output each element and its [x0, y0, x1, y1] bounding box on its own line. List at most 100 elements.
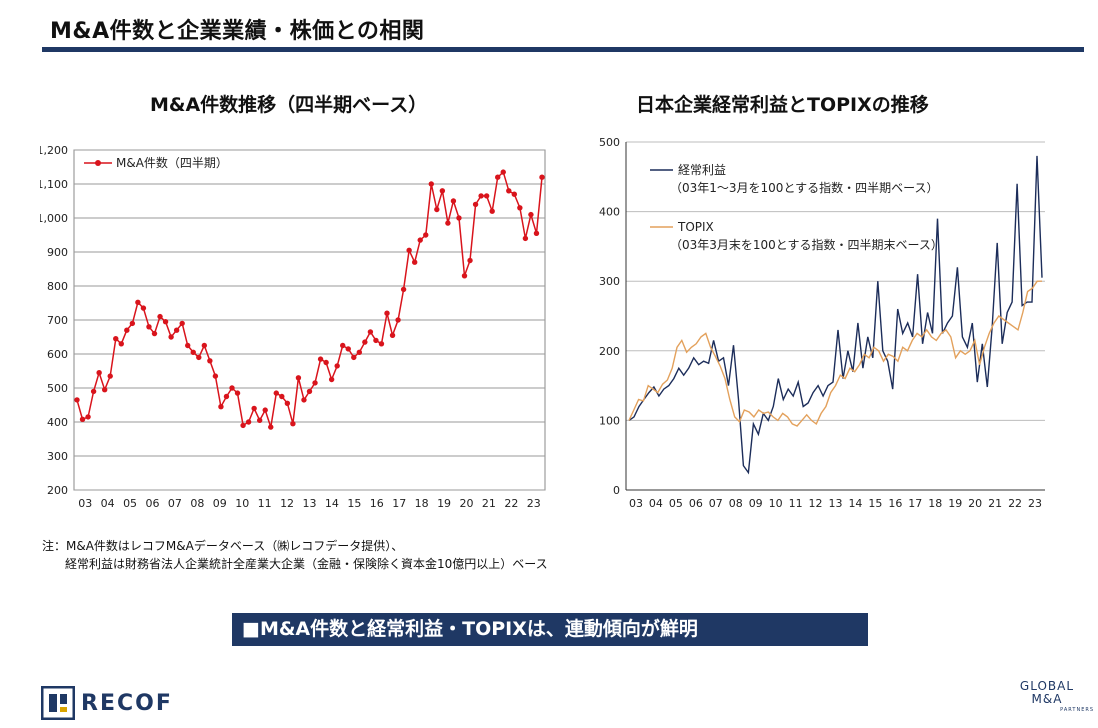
y-tick-label: 800 — [47, 280, 68, 293]
x-tick-label: 10 — [769, 497, 783, 510]
y-tick-label: 1,200 — [40, 144, 68, 157]
data-point — [301, 397, 307, 403]
data-point — [201, 342, 208, 349]
data-point — [406, 247, 412, 253]
data-point — [373, 337, 379, 344]
data-point — [135, 299, 141, 306]
y-tick-label: 500 — [47, 382, 68, 395]
data-point — [483, 193, 490, 199]
data-point — [218, 404, 224, 410]
data-point — [234, 390, 241, 396]
data-point — [268, 424, 274, 430]
data-point — [434, 206, 440, 213]
data-point — [511, 191, 518, 197]
series-line-1 — [628, 280, 1042, 427]
data-point — [240, 422, 246, 429]
footnote-line-2: 経常利益は財務省法人企業統計全産業大企業（金融・保険除く資本金10億円以上）ベー… — [65, 557, 548, 571]
y-tick-label: 500 — [599, 136, 620, 149]
data-point — [168, 334, 174, 340]
data-point — [417, 237, 423, 243]
x-tick-label: 22 — [1008, 497, 1022, 510]
data-point — [290, 421, 296, 427]
x-tick-label: 12 — [280, 497, 294, 510]
x-tick-label: 06 — [146, 497, 160, 510]
data-point — [229, 385, 235, 391]
data-point — [157, 313, 163, 320]
data-point — [207, 358, 213, 364]
x-tick-label: 08 — [190, 497, 204, 510]
data-point — [378, 341, 385, 347]
x-tick-label: 10 — [235, 497, 249, 510]
data-point — [223, 393, 230, 400]
left-chart-title: M&A件数推移（四半期ベース） — [150, 94, 428, 116]
x-tick-label: 23 — [1028, 497, 1042, 510]
data-point — [85, 414, 91, 420]
x-tick-label: 11 — [789, 497, 803, 510]
y-tick-label: 0 — [613, 484, 620, 497]
data-point — [517, 205, 523, 211]
data-point — [445, 220, 451, 226]
y-tick-label: 300 — [599, 275, 620, 288]
data-point — [456, 215, 462, 221]
data-point — [251, 405, 257, 412]
data-point — [113, 336, 119, 342]
y-tick-label: 1,000 — [40, 212, 68, 225]
title-divider — [42, 47, 1084, 52]
data-point — [345, 346, 351, 352]
data-point — [384, 310, 390, 316]
legend-label: M&A件数（四半期） — [116, 155, 228, 170]
data-point — [279, 393, 285, 400]
x-tick-label: 12 — [809, 497, 823, 510]
x-tick-label: 05 — [669, 497, 683, 510]
ma-count-chart: 200 300 400 500 600 700 800 900 1,000 1,100 1,200 0… — [40, 144, 546, 510]
legend-label-1: TOPIX — [677, 220, 714, 234]
data-point — [262, 407, 268, 413]
data-point — [411, 259, 418, 265]
x-tick-label: 19 — [948, 497, 962, 510]
data-point — [334, 363, 340, 369]
recof-logo: RECOF — [41, 686, 173, 720]
data-point — [306, 388, 313, 395]
data-point — [212, 373, 219, 379]
y-tick-label: 200 — [599, 345, 620, 358]
data-point — [90, 388, 97, 395]
data-point — [328, 376, 335, 383]
x-tick-label: 08 — [729, 497, 743, 510]
data-point — [74, 397, 80, 403]
data-point — [500, 169, 506, 175]
data-point — [190, 349, 196, 355]
data-point — [312, 380, 318, 386]
x-tick-label: 20 — [460, 497, 474, 510]
global-logo-text: GLOBAL M&A — [1000, 680, 1094, 706]
data-point — [107, 373, 113, 379]
data-point — [428, 181, 434, 187]
y-tick-label: 600 — [47, 348, 68, 361]
legend-label-0: 経常利益 — [678, 163, 726, 177]
x-tick-label: 14 — [325, 497, 339, 510]
data-point — [140, 305, 147, 311]
legend-marker — [95, 160, 101, 166]
data-point — [356, 349, 363, 355]
data-point — [295, 375, 302, 381]
right-chart-title: 日本企業経常利益とTOPIXの推移 — [636, 94, 929, 116]
global-logo-line1: GLOBAL — [1019, 679, 1075, 693]
data-point — [245, 419, 252, 425]
recof-logo-icon — [41, 686, 75, 720]
data-point — [472, 201, 479, 208]
data-point — [461, 273, 468, 279]
data-point — [256, 417, 263, 423]
data-point — [439, 188, 446, 194]
data-point — [450, 198, 457, 204]
y-tick-label: 900 — [47, 246, 68, 259]
data-point — [395, 317, 401, 323]
data-point — [179, 320, 185, 327]
data-point — [506, 188, 512, 194]
x-tick-label: 07 — [709, 497, 723, 510]
x-tick-label: 06 — [689, 497, 703, 510]
data-point — [317, 356, 324, 362]
x-tick-label: 20 — [968, 497, 982, 510]
data-point — [101, 387, 108, 393]
data-point — [196, 354, 202, 361]
x-tick-label: 16 — [888, 497, 902, 510]
x-tick-label: 09 — [213, 497, 227, 510]
